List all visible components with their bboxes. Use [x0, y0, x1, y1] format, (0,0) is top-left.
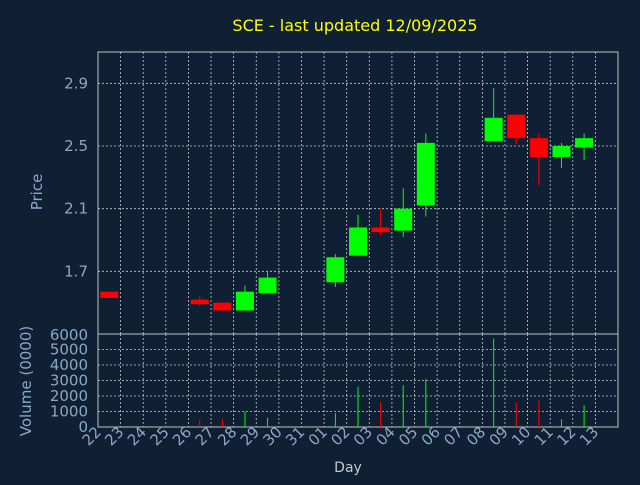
volume-tick-label: 1000: [50, 403, 88, 421]
price-panel: 1.7 2.1 2.5 2.9: [64, 51, 619, 335]
candle-body: [190, 299, 209, 305]
candle-body: [258, 277, 277, 294]
volume-bar: [560, 419, 562, 427]
volume-bar: [402, 385, 404, 427]
candle-body: [416, 142, 435, 206]
volume-bar: [357, 386, 359, 427]
price-tick-label: 2.9: [64, 74, 88, 92]
candle-body: [235, 291, 254, 311]
price-tick-label: 1.7: [64, 262, 88, 280]
volume-bar: [221, 418, 223, 427]
volume-tick-label: 5000: [50, 341, 88, 359]
candle-body: [507, 114, 526, 139]
volume-bar: [538, 400, 540, 427]
candle-body: [100, 291, 119, 298]
candle-body: [529, 138, 548, 157]
x-axis-label: Day: [334, 460, 362, 476]
volume-panel: 0100020003000400050006000222324252627282…: [50, 326, 619, 449]
candle-body: [394, 208, 413, 231]
price-tick-label: 2.1: [64, 200, 88, 218]
volume-bar: [425, 378, 427, 427]
volume-tick-label: 0: [78, 418, 88, 436]
candle-body: [575, 138, 594, 148]
volume-bar: [244, 411, 246, 427]
candle-body: [326, 257, 345, 283]
price-axis-label: Price: [28, 174, 46, 211]
price-frame: [97, 51, 619, 335]
price-tick-label: 2.5: [64, 137, 88, 155]
candle-body: [484, 117, 503, 142]
volume-tick-label: 3000: [50, 372, 88, 390]
candle-body: [349, 227, 367, 256]
volume-bar: [267, 417, 269, 427]
volume-bar: [199, 420, 201, 427]
volume-tick-label: 4000: [50, 356, 88, 374]
volume-axis-label: Volume (0000): [17, 326, 35, 436]
candle-body: [552, 146, 571, 157]
volume-bar: [515, 402, 517, 427]
chart-title: SCE - last updated 12/09/2025: [232, 16, 477, 35]
volume-bar: [380, 402, 382, 427]
volume-bar: [493, 338, 495, 427]
candle-body: [213, 302, 232, 311]
volume-bar: [334, 413, 336, 427]
volume-tick-label: 6000: [50, 326, 88, 344]
candle-body: [371, 227, 390, 233]
volume-bar: [583, 405, 585, 427]
volume-tick-label: 2000: [50, 387, 88, 405]
